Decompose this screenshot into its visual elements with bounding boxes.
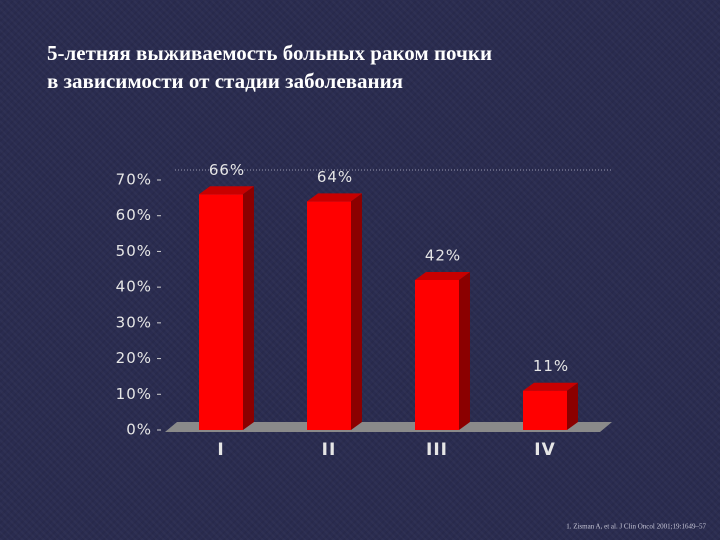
- bar: [199, 194, 243, 430]
- floor: [165, 422, 612, 432]
- title-line: в зависимости от стадии заболевания: [47, 69, 403, 93]
- bar: [415, 280, 459, 430]
- value-label: 66%: [209, 161, 245, 179]
- bar-top: [199, 186, 254, 195]
- y-tick-label: 40%: [116, 278, 152, 296]
- bar-side: [243, 186, 254, 430]
- y-tick-label: 60%: [116, 206, 152, 224]
- x-tick-label: IV: [534, 440, 555, 460]
- source: 1. Zisman A, et al. J Clin Oncol 2001;19…: [566, 523, 706, 531]
- title-line: 5-летняя выживаемость больных раком почк…: [47, 41, 492, 65]
- y-tick-label: 50%: [116, 242, 152, 260]
- x-tick-label: II: [322, 440, 337, 460]
- y-tick-label: 0%: [126, 421, 152, 439]
- value-label: 64%: [317, 168, 353, 186]
- bar: [307, 201, 351, 430]
- y-tick-label: 20%: [116, 349, 152, 367]
- bar-top: [307, 193, 362, 202]
- bar-top: [523, 382, 578, 391]
- bar: [523, 390, 567, 430]
- x-tick-label: III: [426, 440, 448, 460]
- x-tick-label: I: [217, 440, 224, 460]
- y-tick-label: 70%: [116, 171, 152, 189]
- bar-side: [567, 382, 578, 430]
- y-tick-label: 30%: [116, 313, 152, 331]
- value-label: 11%: [533, 357, 569, 375]
- bar-top: [415, 272, 470, 280]
- y-tick-label: 10%: [116, 385, 152, 403]
- value-label: 42%: [425, 247, 461, 265]
- bar-side: [351, 193, 362, 430]
- bar-side: [459, 272, 470, 430]
